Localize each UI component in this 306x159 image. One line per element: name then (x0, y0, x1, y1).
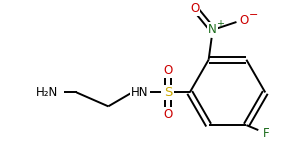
Text: F: F (263, 127, 270, 140)
Text: N: N (208, 23, 217, 36)
Text: O: O (240, 14, 249, 27)
Text: O: O (190, 2, 199, 15)
Text: +: + (215, 19, 224, 29)
Text: −: − (249, 10, 258, 20)
Text: O: O (163, 108, 173, 121)
Text: H₂N: H₂N (36, 86, 59, 99)
Text: HN: HN (131, 86, 149, 99)
Text: S: S (164, 86, 172, 99)
Text: O: O (163, 64, 173, 77)
